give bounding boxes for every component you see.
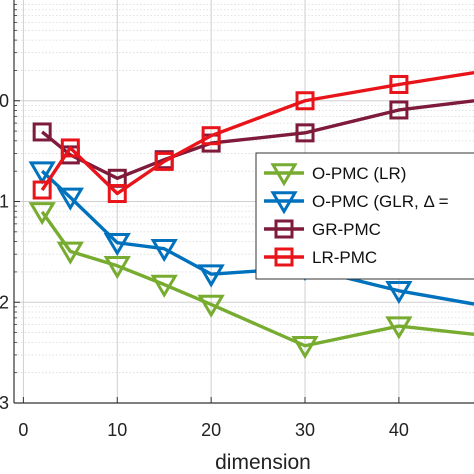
x-tick-label: 40 <box>389 420 409 440</box>
square-marker <box>295 91 315 111</box>
triangle-marker <box>150 274 178 298</box>
triangle-marker <box>291 336 319 360</box>
triangle-marker <box>150 238 178 263</box>
series-1 <box>28 202 474 360</box>
square-marker <box>274 247 294 267</box>
x-tick-label: 10 <box>107 420 127 440</box>
y-tick-label: 3 <box>0 393 9 413</box>
square-marker <box>154 151 174 171</box>
triangle-marker <box>385 281 413 305</box>
legend: O-PMC (LR) O-PMC (GLR, Δ = GR-PMC LR-PMC <box>255 152 474 280</box>
triangle-marker <box>103 232 131 257</box>
triangle-marker <box>270 163 298 187</box>
triangle-marker <box>385 316 413 340</box>
triangle-marker <box>28 202 56 226</box>
series-line <box>41 169 474 306</box>
triangle-marker <box>56 241 84 265</box>
y-tick-label: 1 <box>0 192 9 212</box>
square-marker <box>107 184 127 204</box>
square-marker <box>32 122 52 142</box>
legend-label: LR-PMC <box>312 248 377 267</box>
triangle-marker <box>103 256 131 280</box>
square-marker <box>201 126 221 146</box>
square-marker <box>389 74 409 94</box>
y-tick-label: 2 <box>0 292 9 312</box>
x-axis-title: dimension <box>215 451 311 474</box>
x-tick-label: 30 <box>295 420 315 440</box>
axes: 0 10 20 30 40 0 1 2 3 <box>0 0 474 440</box>
y-tick-label: 0 <box>0 91 9 111</box>
series-layer <box>28 70 474 360</box>
triangle-marker <box>56 187 84 211</box>
x-tick-label: 20 <box>201 420 221 440</box>
square-marker <box>32 180 52 200</box>
legend-label: O-PMC (LR) <box>312 164 406 183</box>
triangle-marker <box>270 191 298 215</box>
triangle-marker <box>197 294 225 318</box>
legend-label: GR-PMC <box>312 220 381 239</box>
x-tick-label: 0 <box>18 420 28 440</box>
triangle-marker <box>197 264 225 288</box>
square-marker <box>389 100 409 120</box>
square-marker <box>60 138 80 158</box>
triangle-marker <box>28 161 56 185</box>
square-marker <box>295 123 315 143</box>
series-line <box>40 210 474 348</box>
legend-label: O-PMC (GLR, Δ = <box>312 192 449 211</box>
square-marker <box>274 219 294 239</box>
series-4 <box>32 70 474 204</box>
